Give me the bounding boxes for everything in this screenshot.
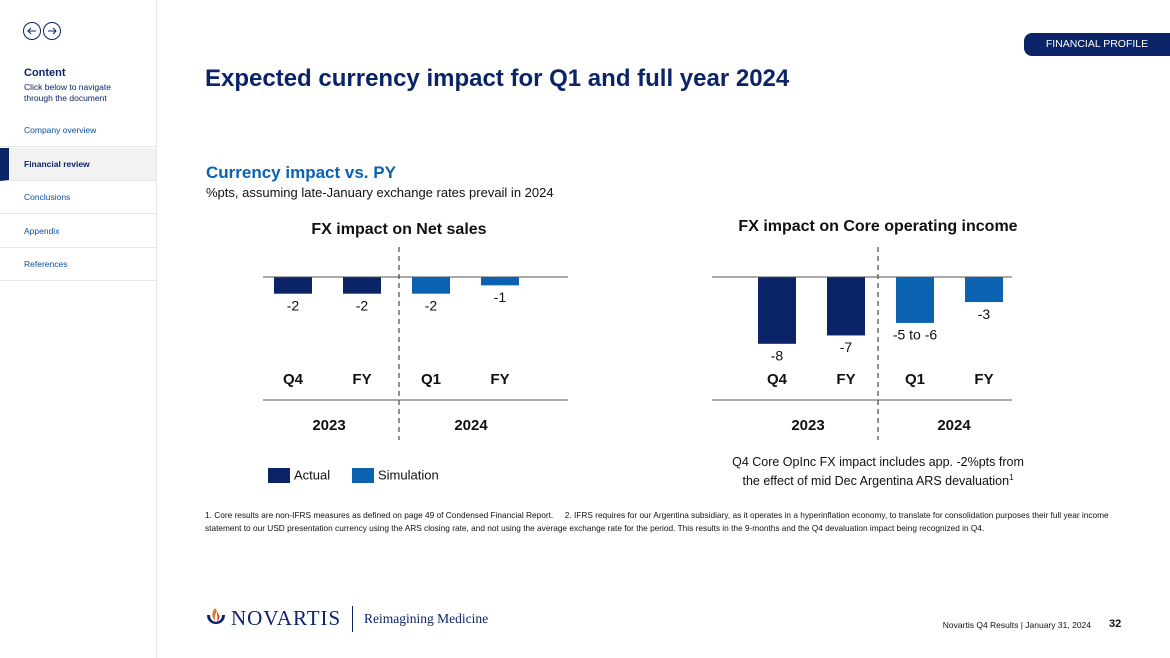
bar [481,277,519,286]
sidebar-subheading: Click below to navigate through the docu… [24,82,111,103]
page-number: 32 [1109,618,1122,630]
nav-item[interactable]: Conclusions [0,181,156,215]
group-label: 2023 [312,417,345,434]
logo-brand: NOVARTIS [231,606,342,630]
bar [343,277,381,294]
slide-title: Expected currency impact for Q1 and full… [205,65,790,92]
category-label: FY [974,371,993,388]
nav-arrows[interactable] [22,21,64,41]
logo-icon [207,608,225,624]
value-label: -2 [425,297,438,313]
legend-swatch [268,468,290,483]
category-label: Q1 [421,371,441,388]
group-label: 2024 [454,417,488,434]
bar [412,277,450,294]
nav-item[interactable]: Appendix [0,215,156,248]
category-label: FY [352,371,371,388]
value-label: -5 to -6 [893,327,938,343]
bar [827,277,865,336]
section-tag: FINANCIAL PROFILE [1024,33,1170,56]
logo-divider [352,606,353,632]
sidebar: Content Click below to navigate through … [0,0,157,658]
value-label: -1 [494,289,507,305]
section-title: Currency impact vs. PY [206,163,396,182]
footer-text: Novartis Q4 Results | January 31, 2024 [942,620,1091,630]
value-label: -8 [771,348,784,364]
chart-note: Q4 Core OpInc FX impact includes app. -2… [708,455,1048,489]
bar [965,277,1003,303]
sidebar-heading: Content [24,67,66,79]
value-label: -2 [356,297,369,313]
section-subtitle: %pts, assuming late-January exchange rat… [206,185,554,200]
value-label: -3 [978,306,991,322]
nav-item[interactable]: References [0,248,156,282]
group-label: 2024 [937,417,971,434]
bar [274,277,312,294]
bar [896,277,934,323]
category-label: Q4 [767,371,788,388]
category-label: FY [836,371,855,388]
value-label: -2 [287,297,300,313]
category-label: Q4 [283,371,304,388]
category-label: Q1 [905,371,925,388]
chart-title: FX impact on Core operating income [738,218,1017,235]
nav-item[interactable]: Company overview [0,114,156,147]
value-label: -7 [840,339,853,355]
group-label: 2023 [791,417,824,434]
footnote: 2. IFRS requires for our Argentina subsi… [205,510,1109,533]
legend-label: Simulation [378,467,439,482]
note-line: the effect of mid Dec Argentina ARS deva… [742,474,1010,489]
footnotes: 1. Core results are non-IFRS measures as… [205,509,1135,535]
nav-item[interactable]: Financial review [0,147,156,181]
footnote: 1. Core results are non-IFRS measures as… [205,510,554,520]
logo-tagline: Reimagining Medicine [364,611,489,626]
chart-title: FX impact on Net sales [311,221,486,238]
bar [758,277,796,344]
legend-swatch [352,468,374,483]
note-ref: 1 [1009,473,1014,482]
note-line: Q4 Core OpInc FX impact includes app. -2… [732,455,1024,469]
legend-label: Actual [294,467,330,482]
category-label: FY [490,371,509,388]
